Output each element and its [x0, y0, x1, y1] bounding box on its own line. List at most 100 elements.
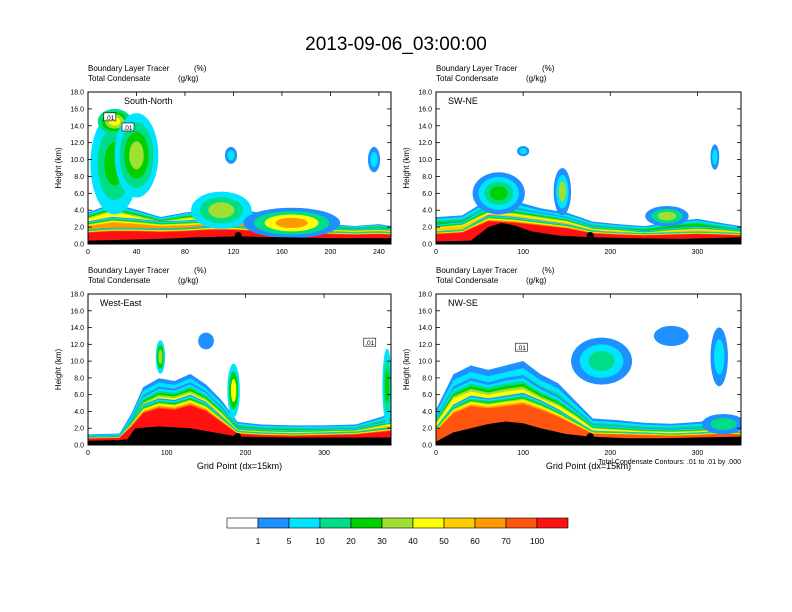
- header-unit-2: (g/kg): [178, 74, 199, 83]
- contour-label-box: [515, 342, 528, 352]
- header-line-2: Total Condensate: [436, 74, 499, 83]
- panel-label: South-North: [124, 96, 173, 106]
- terrain: [436, 222, 741, 244]
- colorbar-swatch: [505, 517, 538, 529]
- y-tick-label: 18.0: [418, 292, 432, 299]
- y-tick-label: 12.0: [70, 140, 84, 147]
- plot-frame: [87, 293, 392, 446]
- x-tick-label: 240: [373, 249, 385, 256]
- y-tick-label: 6.0: [422, 191, 432, 198]
- y-tick-label: 0.0: [422, 242, 432, 249]
- panel-south-north: .01 .01 0.0 2.0 4.0 6.0 8.0 10.0 12.0 14.0 16.0 18.…: [54, 64, 392, 256]
- location-marker: [586, 231, 594, 240]
- header-unit-1: (%): [194, 64, 207, 73]
- y-tick-label: 8.0: [74, 375, 84, 382]
- colorbar-label: 40: [408, 536, 418, 546]
- header-unit-1: (%): [542, 266, 555, 275]
- colorbar-swatch: [443, 517, 476, 529]
- header-line-1: Boundary Layer Tracer: [88, 64, 170, 73]
- y-axis-label: Height (km): [402, 348, 411, 390]
- field-2: .01: [88, 332, 391, 445]
- footnote: Total Condensate Contours: .01 to .01 by…: [598, 459, 741, 466]
- x-axis-label: Grid Point (dx=15km): [546, 461, 631, 471]
- contour-label: .01: [123, 125, 132, 132]
- cloud-blob-3-level-5: [208, 202, 235, 219]
- header-unit-2: (g/kg): [526, 276, 547, 285]
- cloud-blob-2-level-2: [712, 149, 718, 165]
- contour-label: .01: [517, 345, 526, 352]
- header-unit-2: (g/kg): [178, 276, 199, 285]
- colorbar-swatch: [319, 517, 352, 529]
- y-tick-label: 16.0: [70, 308, 84, 315]
- contour-label-box: [103, 112, 117, 122]
- y-tick-label: 4.0: [422, 208, 432, 215]
- x-axis-label: Grid Point (dx=15km): [197, 461, 282, 471]
- panel-label: West-East: [100, 298, 142, 308]
- terrain: [88, 236, 391, 244]
- y-axis-label: Height (km): [54, 348, 63, 390]
- header-line-1: Boundary Layer Tracer: [88, 266, 170, 275]
- x-tick-label: 300: [692, 450, 704, 457]
- y-tick-label: 4.0: [74, 208, 84, 215]
- contour-label: .01: [105, 115, 114, 122]
- location-marker: [586, 433, 594, 441]
- location-marker: [233, 433, 242, 441]
- colorbar-label: 70: [501, 536, 511, 546]
- cloud-blob-1-level-1: [198, 332, 214, 350]
- colorbar-swatch: [288, 517, 321, 529]
- x-tick-label: 100: [161, 450, 173, 457]
- colorbar-swatch: [412, 517, 445, 529]
- cloud-blob-2-level-2: [713, 339, 725, 375]
- x-tick-label: 200: [604, 450, 616, 457]
- cloud-blob-0-level-3: [588, 351, 615, 372]
- header-line-1: Boundary Layer Tracer: [436, 266, 518, 275]
- plot-frame: [435, 293, 742, 446]
- cloud-blob-3-level-4: [385, 370, 390, 403]
- y-tick-label: 0.0: [422, 443, 432, 450]
- panel-nw-se: .01 0.0 2.0 4.0 6.0 8.0 10.0 12.0 14.0 16.0 18.0 0 1…: [402, 266, 742, 471]
- y-tick-label: 12.0: [418, 342, 432, 349]
- terrain: [436, 421, 741, 445]
- y-tick-label: 4.0: [74, 409, 84, 416]
- colorbar-swatch: [474, 517, 507, 529]
- y-tick-label: 12.0: [70, 342, 84, 349]
- y-tick-label: 16.0: [418, 106, 432, 113]
- y-tick-label: 18.0: [70, 90, 84, 97]
- panel-label: SW-NE: [448, 96, 478, 106]
- y-tick-label: 14.0: [418, 123, 432, 130]
- y-tick-label: 6.0: [422, 392, 432, 399]
- location-marker: [234, 231, 242, 240]
- x-tick-label: 200: [325, 249, 337, 256]
- x-tick-label: 300: [318, 450, 330, 457]
- y-tick-label: 16.0: [418, 308, 432, 315]
- colorbar-swatch: [226, 517, 259, 529]
- colorbar-swatch: [536, 517, 569, 529]
- colorbar-swatch: [257, 517, 290, 529]
- cloud-blob-5-level-2: [370, 151, 378, 168]
- cloud-blob-2-level-5: [129, 141, 144, 170]
- header-line-2: Total Condensate: [88, 74, 151, 83]
- x-tick-label: 100: [517, 450, 529, 457]
- panel-west-east: .01 0.0 2.0 4.0 6.0 8.0 10.0 12.0 14.0 16.0 18.0 0 1…: [54, 266, 392, 471]
- x-tick-label: 0: [86, 249, 90, 256]
- y-tick-label: 2.0: [74, 225, 84, 232]
- y-tick-label: 10.0: [418, 359, 432, 366]
- y-tick-label: 14.0: [418, 325, 432, 332]
- colorbar-label: 5: [287, 536, 292, 546]
- colorbar-swatch: [381, 517, 414, 529]
- x-tick-label: 160: [276, 249, 288, 256]
- contour-label: .01: [365, 340, 374, 347]
- colorbar-label: 50: [439, 536, 449, 546]
- y-tick-label: 14.0: [70, 325, 84, 332]
- cloud-blob-3-level-2: [519, 148, 527, 155]
- header-line-1: Boundary Layer Tracer: [436, 64, 518, 73]
- x-tick-label: 0: [86, 450, 90, 457]
- y-tick-label: 16.0: [70, 106, 84, 113]
- x-tick-label: 100: [517, 249, 529, 256]
- colorbar-swatch: [350, 517, 383, 529]
- cloud-blob-0-level-4: [490, 186, 508, 201]
- field-1: [436, 144, 741, 244]
- x-tick-label: 0: [434, 249, 438, 256]
- panel-sw-ne: 0.0 2.0 4.0 6.0 8.0 10.0 12.0 14.0 16.0 18.0 0 100 2…: [402, 64, 742, 256]
- y-tick-label: 4.0: [422, 409, 432, 416]
